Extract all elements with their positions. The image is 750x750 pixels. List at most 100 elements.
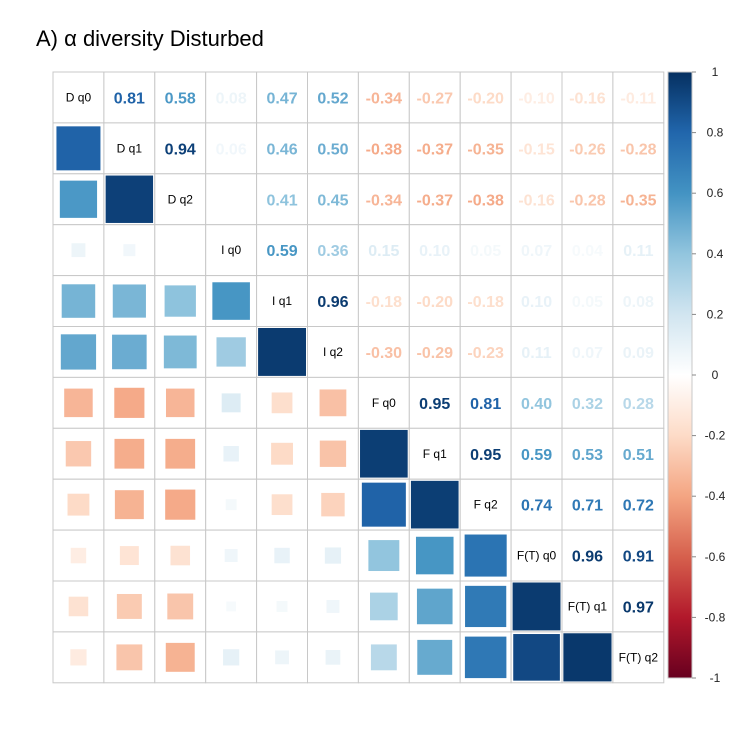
grid-cell xyxy=(612,427,665,480)
correlation-value: 0.58 xyxy=(165,90,196,107)
grid-cell xyxy=(357,224,410,277)
correlation-square xyxy=(164,285,196,317)
correlation-value: 0.08 xyxy=(623,294,654,311)
grid-cell xyxy=(459,71,512,124)
diagonal-label: F(T) q1 xyxy=(568,599,608,613)
grid-cell xyxy=(612,173,665,226)
colorbar-tick-label: -0.2 xyxy=(705,429,726,443)
correlation-value: -0.35 xyxy=(467,141,504,158)
colorbar-tick-label: 1 xyxy=(712,65,719,79)
grid-cell xyxy=(561,427,614,480)
colorbar-tick-label: 0.6 xyxy=(707,186,724,200)
grid-cell xyxy=(510,376,563,429)
correlation-square xyxy=(223,446,239,462)
correlation-value: -0.28 xyxy=(620,141,657,158)
correlation-square xyxy=(271,494,293,516)
grid-cell xyxy=(612,376,665,429)
correlation-value: -0.34 xyxy=(366,90,403,107)
correlation-square xyxy=(165,388,195,418)
correlation-square xyxy=(410,480,459,529)
colorbar-tick-label: -0.4 xyxy=(705,489,726,503)
correlation-square xyxy=(271,442,293,465)
grid-cell xyxy=(459,478,512,531)
diagonal-label: F q0 xyxy=(372,396,396,410)
grid-cell xyxy=(357,122,410,175)
grid-cell xyxy=(408,376,461,429)
diagonal-label: D q2 xyxy=(168,192,194,206)
correlation-value: 0.96 xyxy=(317,294,348,311)
correlation-value: 0.45 xyxy=(317,192,348,209)
grid-cell xyxy=(307,173,359,226)
grid-cell xyxy=(307,122,359,175)
correlation-value: -0.16 xyxy=(518,192,555,209)
correlation-value: 0.52 xyxy=(317,90,348,107)
correlation-value: -0.20 xyxy=(467,90,504,107)
colorbar-tick-label: 0.4 xyxy=(707,247,724,261)
grid-cell xyxy=(612,71,665,124)
correlation-value: 0.97 xyxy=(623,599,654,616)
correlation-square xyxy=(417,639,453,675)
chart-title: A) α diversity Disturbed xyxy=(36,26,264,51)
correlation-value: -0.37 xyxy=(417,192,454,209)
grid-cell xyxy=(408,173,461,226)
correlation-square xyxy=(167,593,194,620)
grid-cell xyxy=(205,173,258,226)
correlation-square xyxy=(165,642,195,672)
correlation-square xyxy=(563,633,612,682)
correlation-square xyxy=(61,284,96,318)
correlation-square xyxy=(276,600,288,612)
correlation-value: -0.38 xyxy=(366,141,403,158)
correlation-square xyxy=(123,244,136,257)
grid-cell xyxy=(561,224,614,277)
grid-cell xyxy=(103,71,156,124)
grid-cell xyxy=(510,122,563,175)
grid-cell xyxy=(459,224,512,277)
correlation-square xyxy=(64,388,93,418)
correlation-value: 0.10 xyxy=(419,243,450,260)
correlation-square xyxy=(70,649,87,666)
diagonal-label: F q1 xyxy=(423,447,447,461)
grid-cell xyxy=(357,326,410,378)
correlation-square xyxy=(112,334,147,370)
correlation-square xyxy=(326,599,340,613)
grid-cell xyxy=(256,122,309,175)
correlation-square xyxy=(68,596,89,617)
correlation-square xyxy=(513,634,560,681)
correlation-value: -0.28 xyxy=(569,192,606,209)
correlation-value: -0.26 xyxy=(569,141,606,158)
correlation-value: -0.30 xyxy=(366,345,403,362)
correlation-value: -0.15 xyxy=(518,141,555,158)
correlation-value: -0.29 xyxy=(417,345,454,362)
correlation-value: 0.95 xyxy=(470,447,501,464)
correlation-value: -0.10 xyxy=(518,90,555,107)
correlation-value: 0.41 xyxy=(266,192,297,209)
grid-cell xyxy=(357,173,410,226)
grid-cell xyxy=(154,224,207,277)
correlation-value: -0.18 xyxy=(467,294,504,311)
correlation-value: 0.81 xyxy=(470,396,501,413)
correlation-square xyxy=(324,547,342,564)
correlation-value: 0.59 xyxy=(521,447,552,464)
correlation-value: 0.74 xyxy=(521,498,552,515)
grid-cell xyxy=(510,529,563,582)
colorbar-tick-label: -0.8 xyxy=(705,610,726,624)
correlation-square xyxy=(370,592,398,621)
correlation-value: 0.53 xyxy=(572,447,603,464)
correlation-square xyxy=(221,393,241,413)
diagonal-label: I q1 xyxy=(272,294,292,308)
correlation-value: -0.20 xyxy=(417,294,454,311)
correlation-square xyxy=(56,126,101,171)
diagonal-label: D q0 xyxy=(66,90,92,104)
correlation-value: 0.06 xyxy=(216,141,247,158)
grid-cell xyxy=(510,326,563,378)
diagonal-label: F(T) q0 xyxy=(517,549,557,563)
correlation-value: 0.32 xyxy=(572,396,603,413)
correlation-value: 0.47 xyxy=(266,90,297,107)
correlation-square xyxy=(116,644,143,671)
correlation-value: 0.28 xyxy=(623,396,654,413)
correlation-square xyxy=(105,175,154,223)
correlation-value: 0.07 xyxy=(572,345,603,362)
correlation-value: -0.35 xyxy=(620,192,657,209)
correlation-square xyxy=(163,335,197,369)
